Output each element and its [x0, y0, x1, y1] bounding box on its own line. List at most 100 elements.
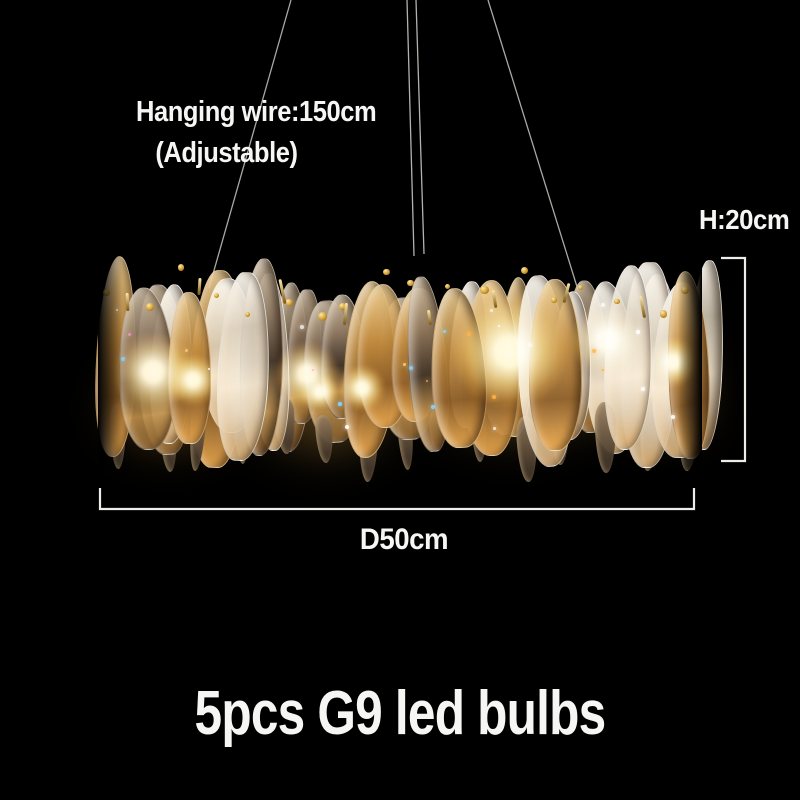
crystal-leaf	[269, 281, 311, 452]
sparkle	[528, 343, 533, 348]
sparkle	[492, 395, 497, 400]
gold-bead	[285, 298, 293, 307]
diameter-dimension-bracket	[98, 488, 696, 511]
crystal-tip	[187, 399, 208, 472]
bulb-glow	[571, 304, 643, 376]
sparkle	[128, 333, 132, 337]
crystal-tip	[395, 403, 416, 471]
gold-bead	[146, 302, 155, 312]
crystal-tip	[469, 397, 489, 463]
crystal-leaf	[510, 272, 578, 469]
sparkle	[409, 366, 413, 370]
gold-bead	[407, 279, 414, 287]
edge-fade	[98, 240, 702, 470]
bulb-glow	[648, 337, 698, 387]
crystal-leaf	[356, 283, 412, 429]
gold-bead	[551, 296, 557, 303]
sparkle	[641, 387, 645, 391]
crystal-tip	[550, 407, 570, 465]
crystal-leaf	[496, 276, 536, 438]
crystal-leaf	[213, 270, 273, 462]
gold-bead	[445, 284, 451, 290]
sparkle	[185, 349, 189, 353]
gold-bead	[244, 312, 250, 318]
gold-bead	[614, 298, 621, 305]
crystal-tip	[232, 404, 251, 465]
crystal-leaf	[197, 277, 261, 436]
crystal-leaf	[298, 298, 363, 446]
gold-bead	[521, 266, 529, 274]
hanging-wire-adjustable-text: (Adjustable)	[155, 137, 298, 169]
sparkle	[116, 309, 119, 312]
bulbs-title: 5pcs G9 led bulbs	[194, 679, 607, 748]
chandelier-ambient-glow	[98, 268, 702, 463]
gold-rod	[197, 278, 202, 295]
crystal-tip	[593, 402, 617, 474]
crystal-leaf	[147, 282, 196, 444]
crystal-tip	[158, 409, 179, 472]
sparkle	[338, 402, 342, 406]
crystal-tip	[428, 405, 445, 452]
sparkle	[601, 303, 606, 308]
sparkle	[602, 369, 604, 371]
crystal-leaf	[470, 279, 526, 436]
crystal-leaf	[283, 287, 325, 425]
gold-rod	[278, 279, 287, 305]
crystal-leaf	[133, 282, 195, 457]
gold-bead	[659, 310, 668, 318]
sparkle	[592, 349, 597, 354]
crystal-leaf	[528, 278, 582, 452]
crystal-leaf	[562, 278, 614, 434]
diameter-label: D50cm	[359, 523, 449, 556]
gold-rod	[426, 309, 432, 325]
crystal-leaf	[446, 280, 491, 430]
gold-rod	[125, 292, 130, 311]
sparkle	[493, 427, 496, 430]
sparkle	[426, 380, 429, 383]
sparkle	[403, 363, 406, 366]
sparkle	[345, 425, 350, 430]
crystal-leaf	[650, 281, 712, 460]
crystal-leaf	[632, 273, 680, 436]
bulb-glow	[339, 365, 385, 411]
sparkle	[121, 357, 125, 361]
gold-rod	[343, 302, 349, 325]
crystal-leaf	[619, 261, 677, 469]
bulb-glow	[114, 333, 192, 411]
gold-bead	[383, 268, 391, 276]
crystal-leaf	[462, 279, 520, 456]
bulb-glow	[275, 342, 339, 406]
gold-bead	[480, 285, 489, 295]
crystal-leaf	[186, 269, 249, 470]
sparkle	[636, 330, 640, 334]
sparkle	[208, 368, 211, 371]
crystal-leaf	[550, 290, 594, 441]
hanging-wire-center-2	[415, 0, 425, 255]
gold-bead	[338, 303, 346, 310]
crystal-leaf	[167, 292, 212, 445]
crystal-tip	[109, 402, 127, 469]
crystal-leaf	[237, 257, 286, 457]
height-label: H:20cm	[699, 204, 790, 235]
sparkle	[431, 405, 436, 410]
gold-bead	[577, 285, 584, 291]
bulb-glow	[167, 354, 219, 406]
gold-rod	[562, 283, 571, 304]
sparkle	[467, 332, 471, 336]
crystal-leaf	[251, 272, 292, 452]
sparkle	[300, 325, 304, 329]
gold-bead	[680, 285, 689, 295]
crystal-leaf	[115, 285, 178, 451]
crystal-tip	[314, 414, 335, 464]
hanging-wire-center-1	[406, 0, 415, 257]
crystal-tip	[272, 395, 297, 455]
crystal-leaf	[427, 287, 490, 449]
sparkle	[498, 325, 500, 327]
sparkle	[443, 330, 446, 333]
gold-rod	[639, 295, 647, 318]
crystal-leaf	[401, 275, 453, 453]
crystal-leaf	[373, 295, 437, 442]
crystal-leaf	[339, 279, 399, 459]
gold-bead	[317, 311, 327, 321]
